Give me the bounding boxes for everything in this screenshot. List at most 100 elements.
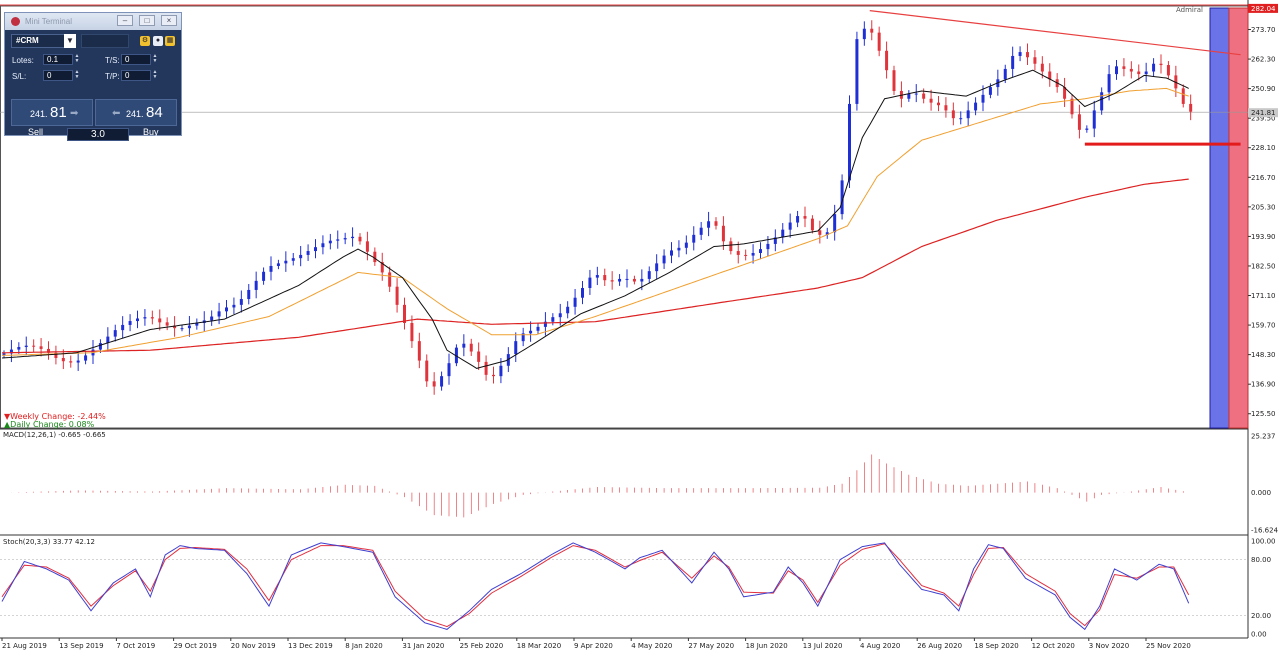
blue-band: [1209, 7, 1230, 429]
candle-body: [1040, 63, 1044, 72]
candle-body: [944, 105, 948, 111]
candle-body: [269, 265, 273, 272]
candle-body: [299, 254, 303, 259]
x-tick-label: 13 Dec 2019: [288, 642, 333, 650]
buy-button[interactable]: Buy: [143, 127, 159, 137]
buy-price-button[interactable]: ⬅ 241. 84: [95, 99, 177, 126]
candle-body: [1077, 114, 1081, 130]
candle-body: [225, 307, 228, 312]
tp-stepper[interactable]: ▲ ▼: [152, 69, 158, 80]
tp-label: T/P:: [105, 72, 120, 81]
candle-body: [462, 343, 466, 348]
candle-body: [499, 365, 503, 377]
candle-body: [314, 247, 317, 252]
candle-body: [321, 243, 325, 248]
candle-body: [1181, 88, 1185, 104]
price-tick-label: 239.50: [1251, 115, 1276, 123]
mini-terminal-titlebar[interactable]: Mini Terminal – □ ×: [5, 13, 181, 30]
candle-body: [581, 288, 584, 298]
candle-body: [751, 253, 755, 256]
candle-body: [914, 93, 918, 95]
daily-change: ▲Daily Change: 0.08%: [4, 420, 95, 429]
candle-body: [536, 326, 540, 331]
x-tick-label: 12 Oct 2020: [1032, 642, 1075, 650]
buy-price-big: 84: [146, 104, 163, 121]
symbol-select[interactable]: #CRM: [11, 34, 75, 48]
account-field[interactable]: [81, 34, 129, 48]
ts-input[interactable]: 0: [121, 54, 151, 65]
x-tick-label: 4 May 2020: [631, 642, 672, 650]
sell-price-button[interactable]: 241. 81 ➡: [11, 99, 93, 126]
candle-body: [1100, 92, 1104, 111]
macd-tick-label: 0.000: [1251, 489, 1271, 497]
candle-body: [1137, 71, 1141, 75]
sell-button[interactable]: Sell: [28, 127, 44, 137]
lots-input[interactable]: 0.1: [43, 54, 73, 65]
info-icon[interactable]: ●: [153, 36, 163, 46]
candle-body: [558, 313, 562, 318]
price-tick-label: 250.90: [1251, 85, 1276, 93]
maximize-icon[interactable]: □: [139, 15, 155, 26]
price-tick-label: 182.50: [1251, 262, 1276, 270]
weekly-change: ▼Weekly Change: -2.44%: [4, 412, 106, 421]
close-icon[interactable]: ×: [161, 15, 177, 26]
candle-body: [662, 255, 666, 264]
stoch-label: Stoch(20,3,3) 33.77 42.12: [3, 538, 95, 546]
price-tick-label: 273.70: [1251, 26, 1276, 34]
candle-body: [373, 251, 377, 263]
candle-body: [573, 297, 577, 307]
candle-body: [588, 277, 592, 288]
stoch-k-line: [1, 542, 1190, 631]
tp-input[interactable]: 0: [121, 70, 151, 81]
price-tick-label: 262.30: [1251, 56, 1276, 64]
candle-body: [1018, 52, 1022, 56]
candle-body: [603, 275, 607, 281]
candle-body: [1011, 55, 1015, 69]
sl-stepper[interactable]: ▲ ▼: [74, 69, 80, 80]
lot-amount-input[interactable]: 3.0: [67, 128, 129, 141]
panel-icon[interactable]: ▦: [165, 36, 175, 46]
price-panel-frame: [0, 5, 1249, 429]
candle-body: [432, 381, 436, 387]
macd-tick-label: -16.624: [1251, 527, 1279, 535]
candle-body: [974, 102, 978, 111]
candle-body: [1189, 103, 1193, 112]
candle-body: [2, 353, 6, 356]
candle-body: [818, 230, 822, 235]
candle-body: [773, 237, 777, 244]
candle-body: [1166, 65, 1170, 76]
candle-body: [454, 347, 458, 364]
candle-body: [158, 318, 162, 323]
x-tick-label: 3 Nov 2020: [1089, 642, 1129, 650]
sl-input[interactable]: 0: [43, 70, 73, 81]
x-tick-label: 18 Sep 2020: [974, 642, 1018, 650]
candle-body: [981, 94, 985, 103]
ts-stepper[interactable]: ▲ ▼: [152, 53, 158, 64]
candle-body: [276, 263, 280, 266]
buy-price-small: 241.: [126, 109, 144, 119]
candle-body: [1092, 110, 1096, 129]
candle-body: [788, 222, 792, 230]
x-tick-label: 26 Aug 2020: [917, 642, 962, 650]
lots-stepper[interactable]: ▲ ▼: [74, 53, 80, 64]
chevron-down-icon[interactable]: ▼: [64, 34, 76, 48]
stoch-d-line: [1, 543, 1190, 628]
candle-body: [106, 336, 110, 344]
candle-body: [907, 93, 911, 99]
settings-icon[interactable]: ⚙: [140, 36, 150, 46]
candle-body: [759, 249, 762, 253]
candle-body: [121, 324, 125, 331]
candle-body: [595, 275, 599, 278]
current-price-label: 241.81: [1251, 109, 1276, 117]
candle-body: [684, 242, 688, 248]
candle-body: [870, 28, 874, 33]
candle-body: [492, 374, 495, 377]
arrow-left-icon: ⬅: [112, 108, 121, 119]
candle-body: [32, 345, 36, 347]
candle-body: [1129, 68, 1133, 72]
macd-histogram: [11, 454, 1184, 518]
broker-tag: Admiral: [1176, 6, 1203, 14]
candle-body: [640, 278, 644, 282]
minimize-icon[interactable]: –: [117, 15, 133, 26]
candle-body: [892, 70, 896, 91]
